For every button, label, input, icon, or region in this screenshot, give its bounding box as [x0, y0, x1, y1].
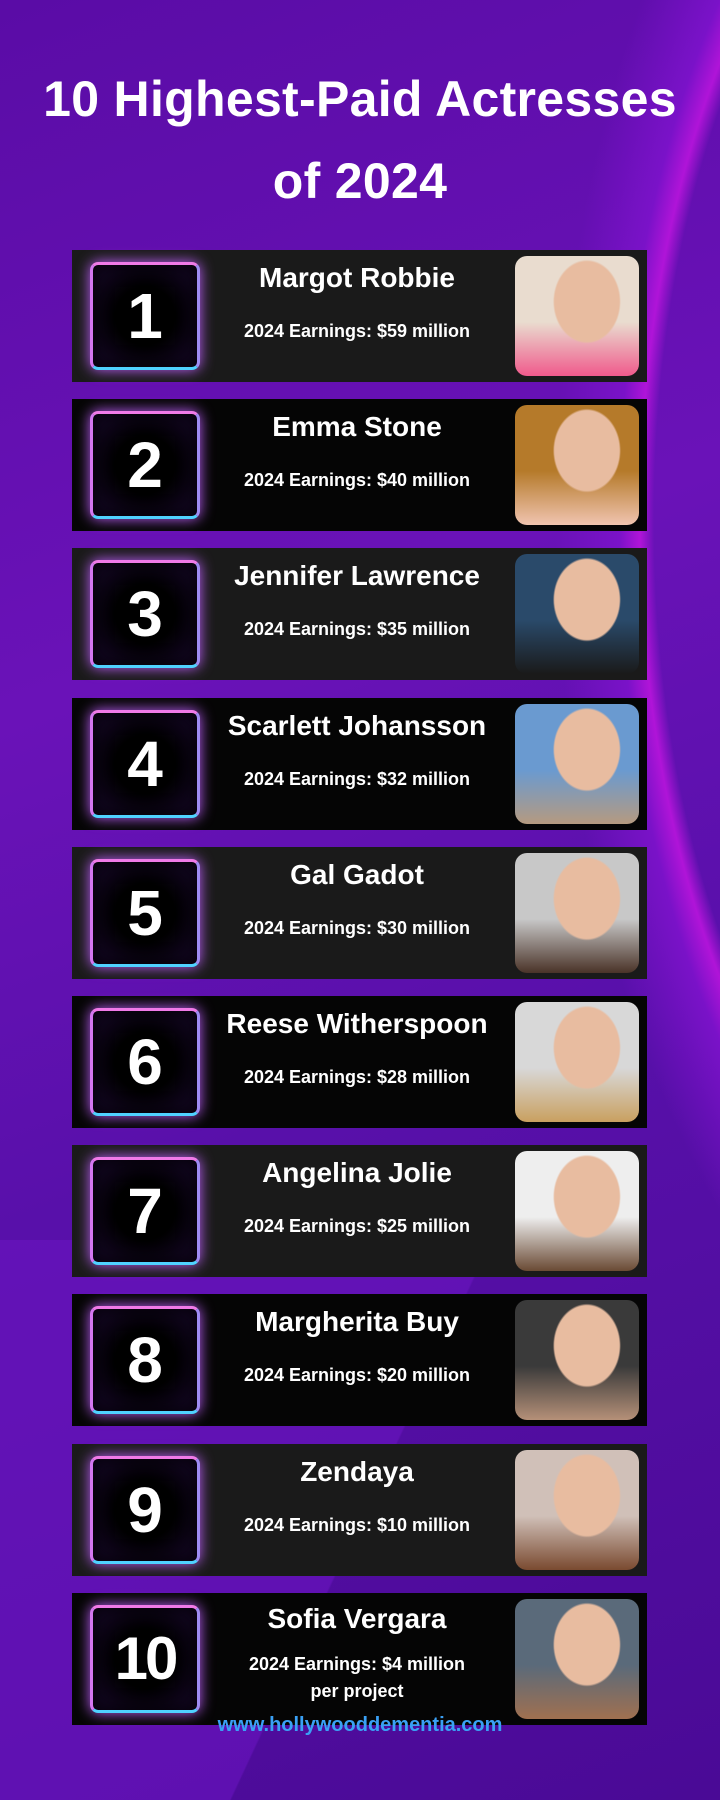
page-title: 10 Highest-Paid Actresses of 2024: [0, 58, 720, 222]
ranking-row: 4 Scarlett Johansson 2024 Earnings: $32 …: [72, 697, 647, 830]
ranking-row: 2 Emma Stone 2024 Earnings: $40 million: [72, 399, 647, 532]
earnings-text: 2024 Earnings: $28 million: [202, 1064, 512, 1091]
rank-badge: 1: [90, 262, 200, 370]
earnings-line-2: per project: [310, 1680, 404, 1701]
earnings-line: 2024 Earnings: $35 million: [243, 619, 471, 640]
earnings-line: 2024 Earnings: $32 million: [243, 768, 471, 789]
actress-photo: [515, 554, 639, 675]
rank-badge: 10: [90, 1604, 200, 1713]
earnings-text: 2024 Earnings: $4 million per project: [202, 1651, 512, 1705]
earnings-text: 2024 Earnings: $25 million: [202, 1213, 512, 1240]
rank-badge: 7: [90, 1157, 200, 1266]
rank-badge: 2: [90, 411, 200, 520]
actress-name: Jennifer Lawrence: [234, 560, 480, 592]
earnings-line: 2024 Earnings: $30 million: [243, 917, 471, 938]
actress-photo: [515, 703, 639, 824]
ranking-row: 5 Gal Gadot 2024 Earnings: $30 million: [72, 846, 647, 979]
earnings-line: 2024 Earnings: $25 million: [243, 1216, 471, 1237]
earnings-text: 2024 Earnings: $32 million: [202, 766, 512, 793]
rank-badge: 6: [90, 1008, 200, 1116]
actress-photo: [515, 256, 639, 376]
actress-name: Margherita Buy: [255, 1306, 459, 1338]
actress-photo: [515, 1449, 639, 1570]
title-line-1: 10 Highest-Paid Actresses: [43, 71, 677, 127]
ranking-row: 8 Margherita Buy 2024 Earnings: $20 mill…: [72, 1294, 647, 1427]
ranking-row: 1 Margot Robbie 2024 Earnings: $59 milli…: [72, 250, 647, 382]
earnings-text: 2024 Earnings: $20 million: [202, 1362, 512, 1389]
actress-name: Scarlett Johansson: [227, 709, 487, 741]
earnings-text: 2024 Earnings: $59 million: [202, 318, 512, 345]
rank-badge: 3: [90, 560, 200, 669]
earnings-line: 2024 Earnings: $28 million: [243, 1067, 471, 1087]
actress-photo: [515, 1598, 639, 1719]
rank-badge: 8: [90, 1306, 200, 1415]
actress-name: Angelina Jolie: [262, 1157, 452, 1189]
actress-photo: [515, 1002, 639, 1122]
actress-photo: [515, 405, 639, 526]
actress-name: Emma Stone: [272, 411, 442, 443]
rank-badge: 5: [90, 858, 200, 967]
rank-badge: 4: [90, 709, 200, 818]
earnings-line: 2024 Earnings: $10 million: [243, 1514, 471, 1535]
ranking-row: 3 Jennifer Lawrence 2024 Earnings: $35 m…: [72, 548, 647, 681]
actress-name: Margot Robbie: [259, 262, 455, 293]
rank-badge: 9: [90, 1455, 200, 1564]
earnings-text: 2024 Earnings: $35 million: [202, 616, 512, 643]
ranking-row: 7 Angelina Jolie 2024 Earnings: $25 mill…: [72, 1145, 647, 1278]
earnings-line: 2024 Earnings: $20 million: [243, 1365, 471, 1386]
actress-photo: [515, 852, 639, 973]
ranking-row: 10 Sofia Vergara 2024 Earnings: $4 milli…: [72, 1592, 647, 1725]
title-line-2: of 2024: [272, 153, 448, 209]
actress-photo: [515, 1151, 639, 1272]
actress-name: Zendaya: [300, 1455, 414, 1487]
earnings-line: 2024 Earnings: $4 million: [248, 1653, 466, 1674]
actress-name: Reese Witherspoon: [226, 1008, 488, 1039]
footer-link[interactable]: www.hollywooddementia.com: [217, 1714, 503, 1736]
ranking-row: 9 Zendaya 2024 Earnings: $10 million: [72, 1443, 647, 1576]
ranking-row: 6 Reese Witherspoon 2024 Earnings: $28 m…: [72, 996, 647, 1128]
actress-name: Gal Gadot: [290, 858, 424, 890]
earnings-line: 2024 Earnings: $40 million: [243, 470, 471, 491]
actress-name: Sofia Vergara: [267, 1602, 447, 1634]
earnings-line: 2024 Earnings: $59 million: [243, 321, 471, 341]
earnings-text: 2024 Earnings: $40 million: [202, 467, 512, 494]
earnings-text: 2024 Earnings: $30 million: [202, 915, 512, 942]
actress-photo: [515, 1300, 639, 1421]
earnings-text: 2024 Earnings: $10 million: [202, 1512, 512, 1539]
